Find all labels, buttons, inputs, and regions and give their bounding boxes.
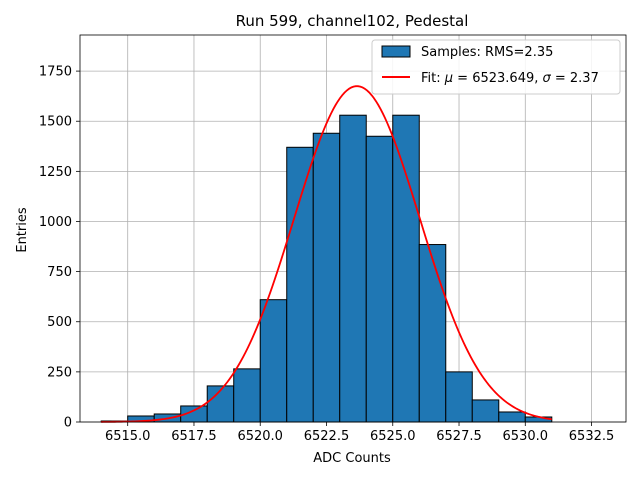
- legend-fit-mu-value: = 6523.649,: [453, 71, 542, 86]
- y-tick-label: 0: [64, 416, 72, 431]
- x-axis-ticks: 6515.0 6517.5 6520.0 6522.5 6525.0 6527.5 6530…: [105, 422, 614, 444]
- legend-fit-mu-symbol: μ: [444, 71, 453, 86]
- x-tick-label: 6525.0: [370, 429, 416, 444]
- histogram-bar: [233, 368, 261, 423]
- y-axis-label: Entries: [15, 207, 30, 253]
- legend-fit-sigma-symbol: σ: [543, 71, 552, 86]
- legend-fit-prefix: Fit:: [421, 71, 445, 86]
- legend: Samples: RMS=2.35 Fit: μ = 6523.649, σ =…: [371, 39, 621, 95]
- x-tick-label: 6530.0: [503, 429, 549, 444]
- histogram-bar: [339, 114, 367, 423]
- legend-samples-swatch: [381, 45, 411, 58]
- fit-curve-group: [101, 85, 552, 423]
- y-tick-label: 750: [47, 265, 72, 280]
- x-tick-label: 6515.0: [105, 429, 151, 444]
- legend-box: [371, 39, 621, 95]
- histogram-bar: [498, 411, 526, 423]
- histogram-bar: [259, 299, 288, 423]
- histogram-bar: [471, 399, 500, 423]
- histogram-bar: [286, 146, 314, 423]
- x-tick-label: 6520.0: [237, 429, 283, 444]
- histogram-bar: [312, 132, 341, 423]
- y-axis-ticks: 0 250 500 750 1000 1250 1500 1750: [39, 65, 80, 431]
- legend-fit-sigma-value: = 2.37: [551, 71, 599, 86]
- y-tick-label: 250: [47, 365, 72, 380]
- y-tick-label: 1500: [39, 115, 72, 130]
- y-tick-label: 500: [47, 315, 72, 330]
- y-tick-label: 1750: [39, 65, 72, 80]
- chart-title: Run 599, channel102, Pedestal: [236, 12, 469, 30]
- histogram-bar: [418, 244, 447, 423]
- legend-samples-label: Samples: RMS=2.35: [421, 45, 553, 60]
- fit-curve: [101, 85, 552, 423]
- x-tick-label: 6522.5: [304, 429, 350, 444]
- histogram-bar: [445, 371, 473, 423]
- x-tick-label: 6517.5: [171, 429, 217, 444]
- histogram-bar: [365, 135, 394, 423]
- x-tick-label: 6527.5: [436, 429, 482, 444]
- x-axis-label: ADC Counts: [313, 451, 391, 466]
- y-tick-label: 1250: [39, 165, 72, 180]
- histogram-bar: [392, 114, 420, 423]
- legend-fit-label: Fit: μ = 6523.649, σ = 2.37: [421, 71, 599, 86]
- axes-frame: [79, 34, 627, 423]
- y-tick-label: 1000: [39, 215, 72, 230]
- x-tick-label: 6532.5: [569, 429, 615, 444]
